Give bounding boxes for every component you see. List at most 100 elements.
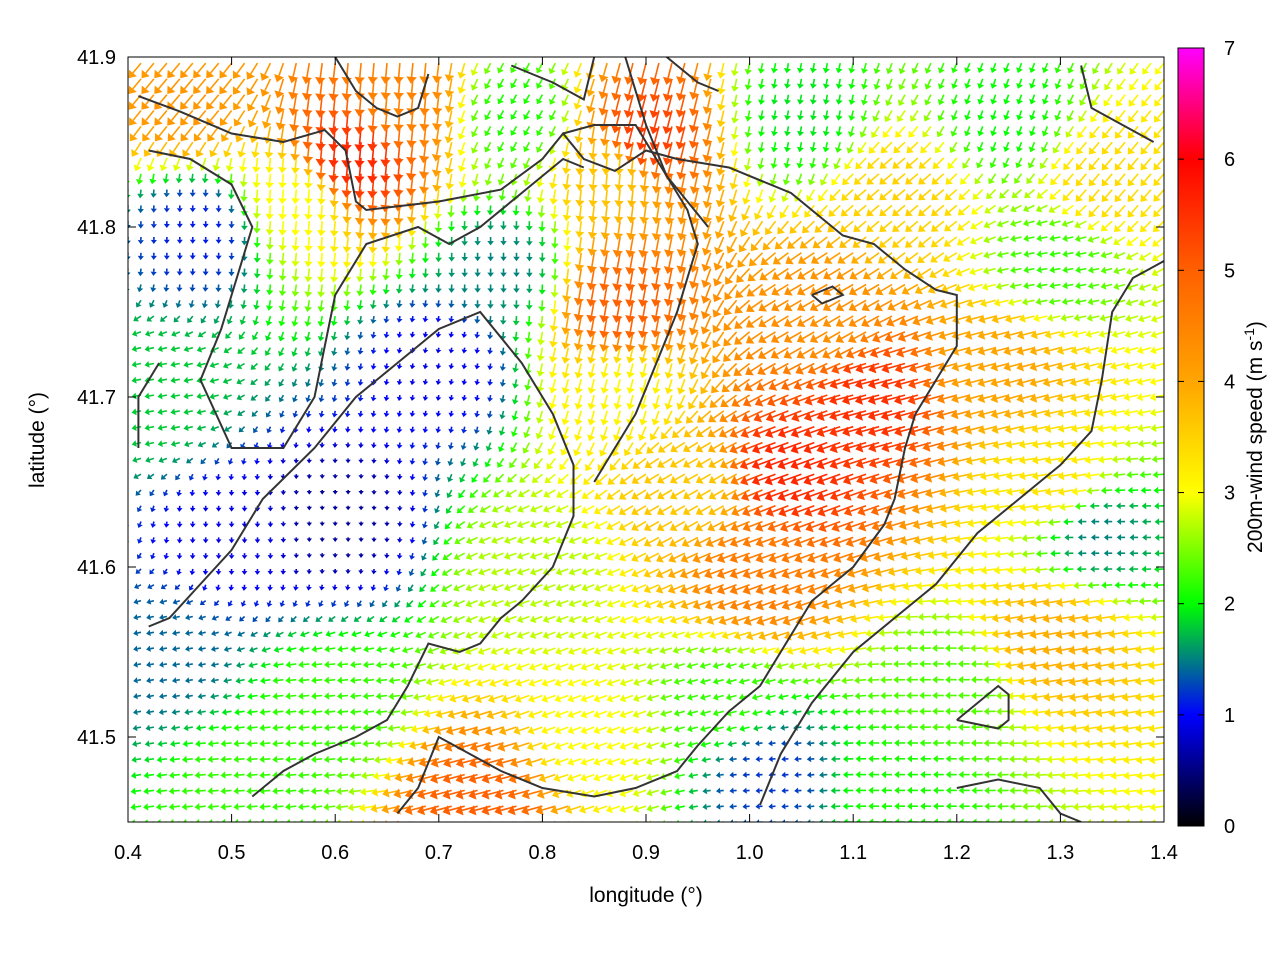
wind-arrow-head <box>720 475 729 485</box>
wind-arrow-shaft <box>1077 489 1087 493</box>
wind-arrow-head <box>170 440 176 448</box>
wind-arrow-shaft <box>688 489 699 497</box>
wind-arrow-head <box>1121 645 1129 655</box>
wind-arrow-head <box>136 507 143 513</box>
wind-arrow-head <box>1094 661 1102 671</box>
wind-arrow-shaft <box>137 647 142 650</box>
wind-arrow-head <box>499 382 506 387</box>
wind-arrow-head <box>345 554 351 558</box>
wind-arrow-head <box>535 805 544 816</box>
wind-arrow-head <box>429 805 438 816</box>
wind-arrow-head <box>877 613 884 622</box>
wind-arrow-shaft <box>1040 536 1048 539</box>
wind-arrow-shaft <box>815 615 828 622</box>
wind-arrow-head <box>254 476 261 480</box>
wind-arrow-shaft <box>1024 694 1035 698</box>
wind-arrow-shaft <box>1026 726 1035 729</box>
wind-arrow-shaft <box>649 520 660 528</box>
wind-arrow-head <box>241 476 248 481</box>
wind-arrow-head <box>303 616 309 623</box>
wind-arrow-head <box>1016 377 1024 388</box>
wind-arrow-shaft <box>576 442 582 452</box>
wind-arrow-head <box>293 444 299 449</box>
wind-arrow-shaft <box>483 599 491 605</box>
wind-arrow-shaft <box>624 805 634 810</box>
wind-arrow-head <box>1085 787 1092 796</box>
wind-arrow-head <box>491 568 498 576</box>
wind-arrow-shaft <box>445 615 453 621</box>
wind-arrow-head <box>253 427 259 434</box>
wind-arrow-shaft <box>278 631 284 636</box>
wind-arrow-head <box>1138 818 1143 822</box>
wind-arrow-head <box>1018 439 1026 449</box>
wind-arrow-shaft <box>835 394 854 401</box>
wind-arrow-shaft <box>380 663 388 666</box>
wind-arrow-head <box>619 726 627 735</box>
wind-arrow-head <box>345 522 351 527</box>
wind-arrow-head <box>228 491 235 496</box>
wind-arrow-shaft <box>421 600 427 605</box>
wind-arrow-head <box>619 615 627 624</box>
wind-arrow-head <box>306 506 312 511</box>
wind-arrow-shaft <box>565 363 570 374</box>
wind-arrow-head <box>494 789 503 800</box>
wind-arrow-shaft <box>934 568 944 572</box>
wind-arrow-shaft <box>1035 378 1048 384</box>
wind-arrow-head <box>612 434 622 442</box>
wind-arrow-shaft <box>600 457 608 467</box>
wind-arrow-shaft <box>1128 362 1139 367</box>
wind-arrow-head <box>1097 755 1104 765</box>
wind-arrow-head <box>394 601 400 608</box>
wind-arrow-shaft <box>861 362 880 370</box>
wind-arrow-shaft <box>406 631 414 636</box>
wind-arrow-head <box>223 645 229 653</box>
wind-arrow-shaft <box>516 758 530 764</box>
wind-arrow-shaft <box>637 742 647 747</box>
wind-arrow-head <box>854 410 863 421</box>
wind-arrow-shaft <box>996 410 1009 415</box>
wind-arrow-head <box>1029 645 1037 655</box>
wind-arrow-head <box>1003 377 1012 388</box>
wind-arrow-head <box>477 663 484 671</box>
wind-arrow-shaft <box>703 647 711 651</box>
wind-arrow-head <box>118 804 123 811</box>
wind-arrow-head <box>409 396 416 401</box>
wind-arrow-head <box>676 357 686 365</box>
wind-arrow-head <box>778 693 784 701</box>
wind-arrow-head <box>939 503 947 513</box>
wind-arrow-head <box>487 694 496 704</box>
wind-arrow-shaft <box>394 631 401 636</box>
wind-arrow-head <box>384 554 390 559</box>
wind-arrow-shaft <box>906 552 919 557</box>
wind-arrow-shaft <box>1114 694 1126 698</box>
wind-arrow-shaft <box>507 678 517 684</box>
wind-arrow-shaft <box>497 489 504 495</box>
wind-arrow-head <box>623 448 632 457</box>
wind-arrow-head <box>646 709 653 718</box>
wind-arrow-shaft <box>772 505 789 513</box>
wind-arrow-head <box>732 382 742 392</box>
wind-arrow-shaft <box>333 600 336 604</box>
wind-arrow-head <box>209 408 215 416</box>
wind-arrow-head <box>702 771 707 779</box>
wind-arrow-head <box>581 491 590 499</box>
wind-arrow-shaft <box>277 663 284 666</box>
wind-arrow-head <box>803 491 812 502</box>
wind-arrow-shaft <box>492 710 504 716</box>
wind-arrow-shaft <box>623 489 634 497</box>
wind-arrow-head <box>673 709 680 717</box>
wind-arrow-shaft <box>748 394 763 403</box>
wind-arrow-head <box>686 677 693 685</box>
wind-arrow-head <box>716 553 726 564</box>
wind-arrow-shaft <box>1154 631 1164 635</box>
wind-arrow-head <box>1003 393 1012 403</box>
wind-arrow-head <box>997 802 1003 811</box>
wind-arrow-shaft <box>780 663 789 667</box>
wind-arrow-head <box>375 676 382 685</box>
wind-arrow-head <box>870 490 879 500</box>
wind-arrow-head <box>830 787 836 795</box>
wind-arrow-head <box>753 412 762 423</box>
wind-arrow-shaft <box>650 442 660 451</box>
wind-arrow-shaft <box>586 584 595 589</box>
wind-arrow-head <box>1136 771 1143 780</box>
